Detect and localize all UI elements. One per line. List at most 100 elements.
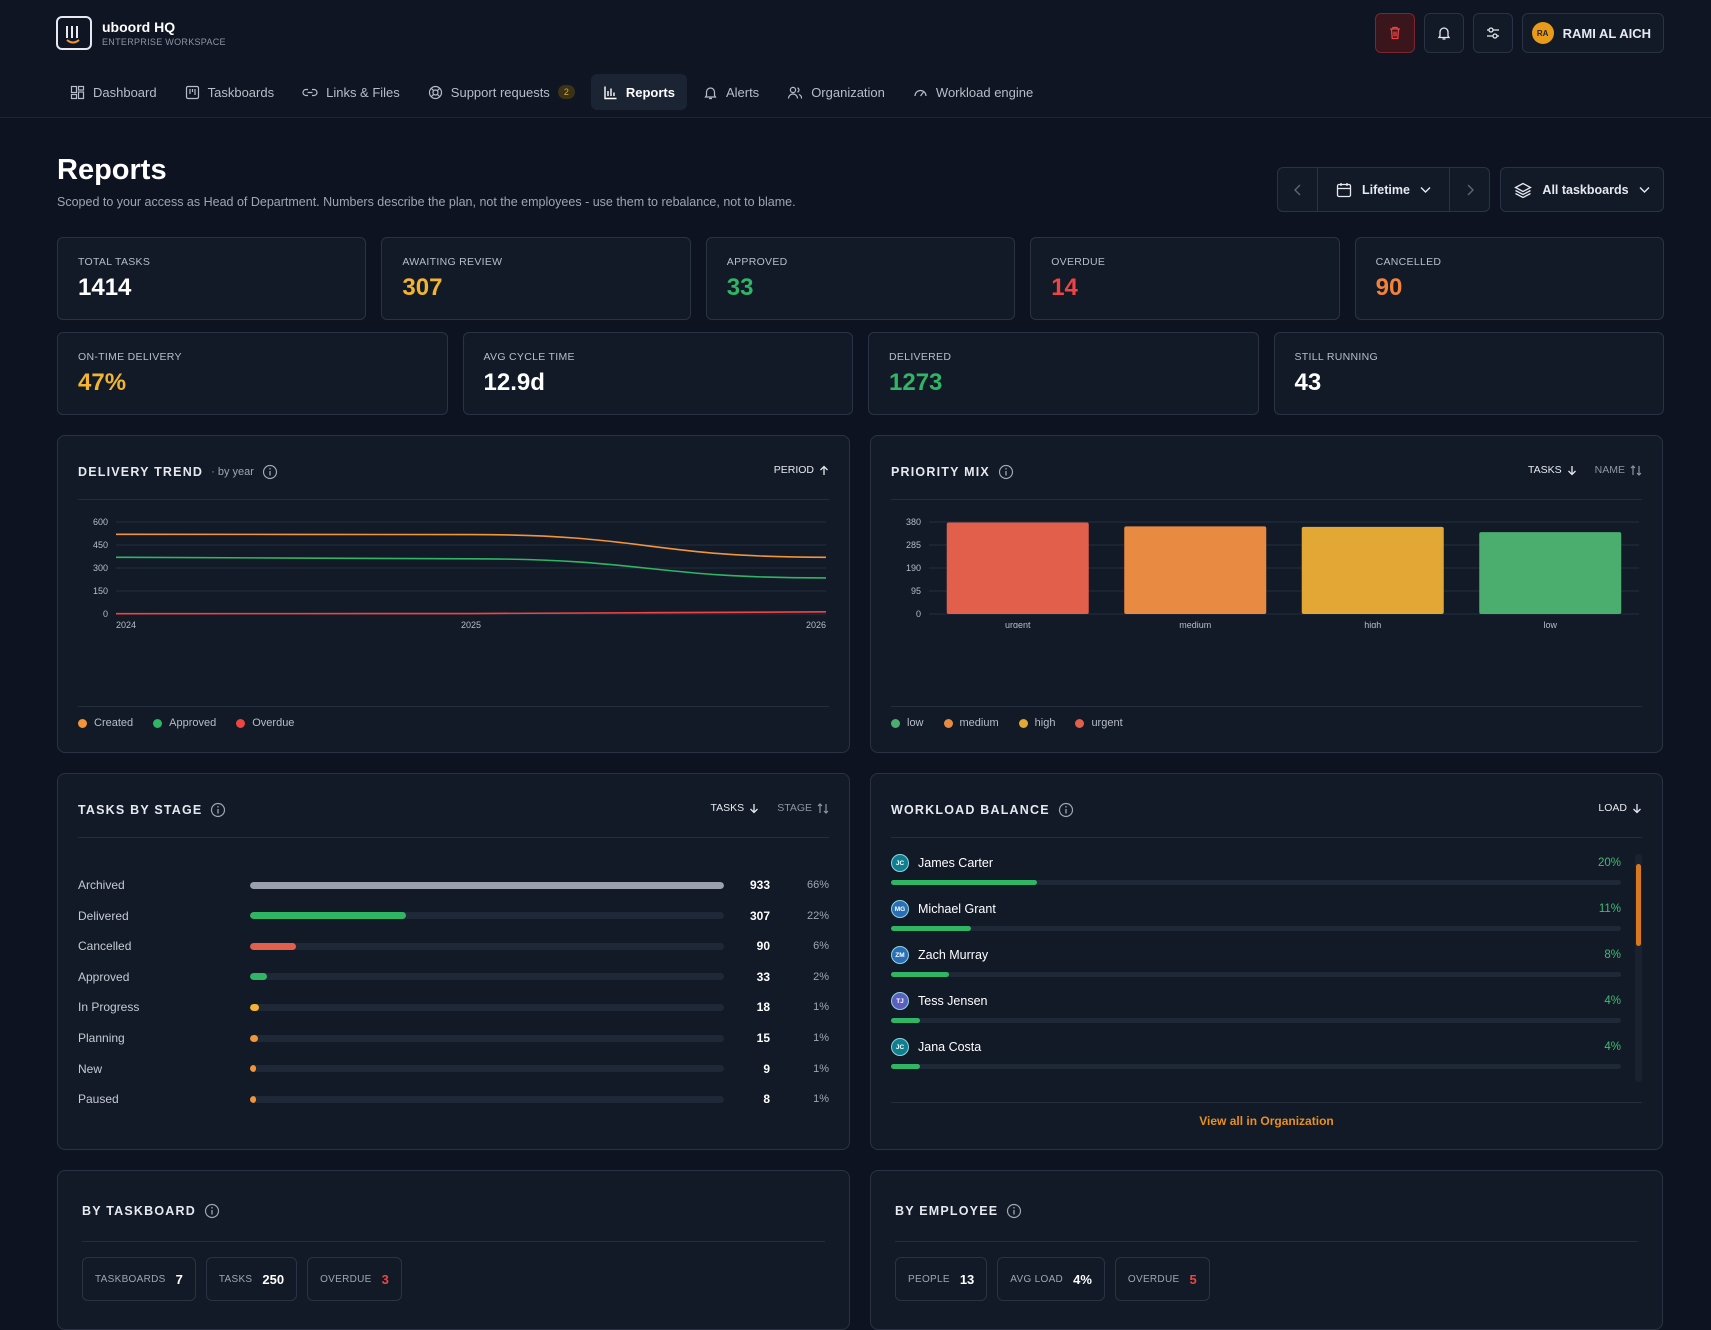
- stage-row[interactable]: Archived 933 66%: [78, 875, 829, 895]
- legend-dot: [943, 718, 953, 728]
- x-tick-label: low: [1543, 620, 1557, 628]
- workload-row[interactable]: JC James Carter 20%: [891, 854, 1621, 894]
- nav-links-files[interactable]: Links & Files: [290, 74, 412, 110]
- taskboard-filter-dropdown[interactable]: All taskboards: [1500, 167, 1664, 212]
- load-bar-fill: [891, 880, 1037, 885]
- stat-value: 307: [402, 274, 443, 301]
- workload-row[interactable]: ZM Zach Murray 8%: [891, 946, 1621, 986]
- info-icon[interactable]: [998, 464, 1014, 480]
- stage-percent: 1%: [813, 1032, 829, 1044]
- info-icon[interactable]: [1058, 802, 1074, 818]
- period-dropdown[interactable]: Lifetime: [1318, 168, 1449, 211]
- divider: [82, 1241, 825, 1242]
- arrow-down-icon: [750, 803, 759, 813]
- support-count-badge: 2: [557, 85, 575, 99]
- load-bar-track: [891, 880, 1621, 885]
- prev-period-button[interactable]: [1278, 168, 1318, 211]
- legend-item[interactable]: Overdue: [236, 717, 294, 729]
- stage-row[interactable]: Planning 15 1%: [78, 1028, 829, 1048]
- layers-icon: [1514, 182, 1533, 198]
- info-icon[interactable]: [210, 802, 226, 818]
- legend-item[interactable]: low: [891, 717, 924, 729]
- legend-item[interactable]: urgent: [1075, 717, 1123, 729]
- workload-row[interactable]: JC Jana Costa 4%: [891, 1038, 1621, 1078]
- bar-high[interactable]: [1301, 526, 1444, 614]
- user-menu[interactable]: RA RAMI AL AICH: [1521, 13, 1664, 53]
- chevron-right-icon: [1467, 184, 1474, 195]
- nav-alerts[interactable]: Alerts: [691, 74, 771, 110]
- scrollbar-thumb[interactable]: [1636, 864, 1641, 946]
- user-name: RAMI AL AICH: [1562, 25, 1651, 41]
- app-header: uboord HQ ENTERPRISE WORKSPACE RA RAMI A…: [0, 0, 1711, 118]
- nav-label: Alerts: [725, 84, 760, 100]
- stat-label: TOTAL TASKS: [78, 256, 151, 268]
- workload-row[interactable]: MG Michael Grant 11%: [891, 900, 1621, 940]
- sort-label: LOAD: [1598, 802, 1627, 814]
- next-period-button[interactable]: [1449, 168, 1489, 211]
- bar-medium[interactable]: [1124, 526, 1267, 614]
- workload-row[interactable]: TJ Tess Jensen 4%: [891, 992, 1621, 1032]
- legend-item[interactable]: medium: [943, 717, 999, 729]
- nav-reports[interactable]: Reports: [590, 74, 687, 110]
- stage-row[interactable]: Delivered 307 22%: [78, 906, 829, 926]
- stage-name: Paused: [78, 1092, 119, 1107]
- divider: [891, 706, 1642, 707]
- legend-item[interactable]: Approved: [153, 717, 216, 729]
- sort-icon: [817, 802, 829, 814]
- workload-scrollbar[interactable]: [1635, 854, 1642, 1082]
- stage-bar-fill: [250, 973, 267, 981]
- delivery-legend: Created Approved Overdue: [78, 717, 294, 729]
- x-tick-label: 2024: [116, 620, 136, 628]
- legend-item[interactable]: high: [1018, 717, 1055, 729]
- sort-period-button[interactable]: PERIOD: [774, 464, 829, 476]
- settings-button[interactable]: [1472, 13, 1513, 53]
- gauge-icon: [914, 89, 927, 96]
- legend-label: medium: [959, 717, 999, 729]
- nav-label: Reports: [625, 84, 675, 100]
- y-tick-label: 450: [93, 540, 108, 550]
- sort-tasks-button[interactable]: TASKS: [711, 802, 760, 814]
- legend-dot: [236, 718, 246, 728]
- period-value: Lifetime: [1362, 182, 1410, 197]
- stage-bar-fill: [250, 881, 724, 889]
- sort-name-button[interactable]: NAME: [1595, 464, 1642, 476]
- legend-item[interactable]: Created: [78, 717, 133, 729]
- info-icon[interactable]: [262, 464, 278, 480]
- pill-label: TASKBOARDS: [95, 1273, 166, 1285]
- bar-urgent[interactable]: [946, 522, 1089, 614]
- sort-load-button[interactable]: LOAD: [1598, 802, 1642, 814]
- priority-legend: low medium high urgent: [891, 717, 1123, 729]
- card-title: BY TASKBOARD: [82, 1204, 196, 1218]
- stage-row[interactable]: New 9 1%: [78, 1059, 829, 1079]
- load-percent: 20%: [1597, 857, 1621, 869]
- chevron-left-icon: [1293, 184, 1300, 195]
- trash-button[interactable]: [1374, 13, 1415, 53]
- stage-row[interactable]: Approved 33 2%: [78, 967, 829, 987]
- nav-workload-engine[interactable]: Workload engine: [901, 74, 1045, 110]
- stat-value: 14: [1051, 274, 1078, 301]
- pill-label: OVERDUE: [320, 1273, 372, 1285]
- stage-row[interactable]: Paused 8 1%: [78, 1089, 829, 1109]
- bar-low[interactable]: [1479, 532, 1622, 614]
- sort-tasks-button[interactable]: TASKS: [1528, 464, 1577, 476]
- nav-dashboard[interactable]: Dashboard: [58, 74, 169, 110]
- pill-value: 4%: [1073, 1271, 1092, 1287]
- stat-card: STILL RUNNING 43: [1273, 332, 1664, 415]
- stat-card: OVERDUE 14: [1030, 237, 1340, 320]
- nav-support-requests[interactable]: Support requests 2: [416, 74, 587, 110]
- info-icon[interactable]: [1006, 1203, 1022, 1219]
- nav-taskboards[interactable]: Taskboards: [173, 74, 286, 110]
- card-title: PRIORITY MIX: [891, 465, 990, 479]
- nav-organization[interactable]: Organization: [775, 74, 897, 110]
- trash-icon: [1389, 26, 1400, 40]
- brand-logo-icon[interactable]: [56, 16, 92, 50]
- sort-stage-button[interactable]: STAGE: [777, 802, 829, 814]
- view-all-organization-link[interactable]: View all in Organization: [1199, 1114, 1334, 1128]
- info-icon[interactable]: [204, 1203, 220, 1219]
- stage-row[interactable]: Cancelled 90 6%: [78, 936, 829, 956]
- load-percent: 11%: [1598, 903, 1621, 915]
- stage-row[interactable]: In Progress 18 1%: [78, 997, 829, 1017]
- stage-bar-fill: [250, 1095, 256, 1103]
- notifications-button[interactable]: [1423, 13, 1464, 53]
- employee-name: Jana Costa: [918, 1040, 982, 1054]
